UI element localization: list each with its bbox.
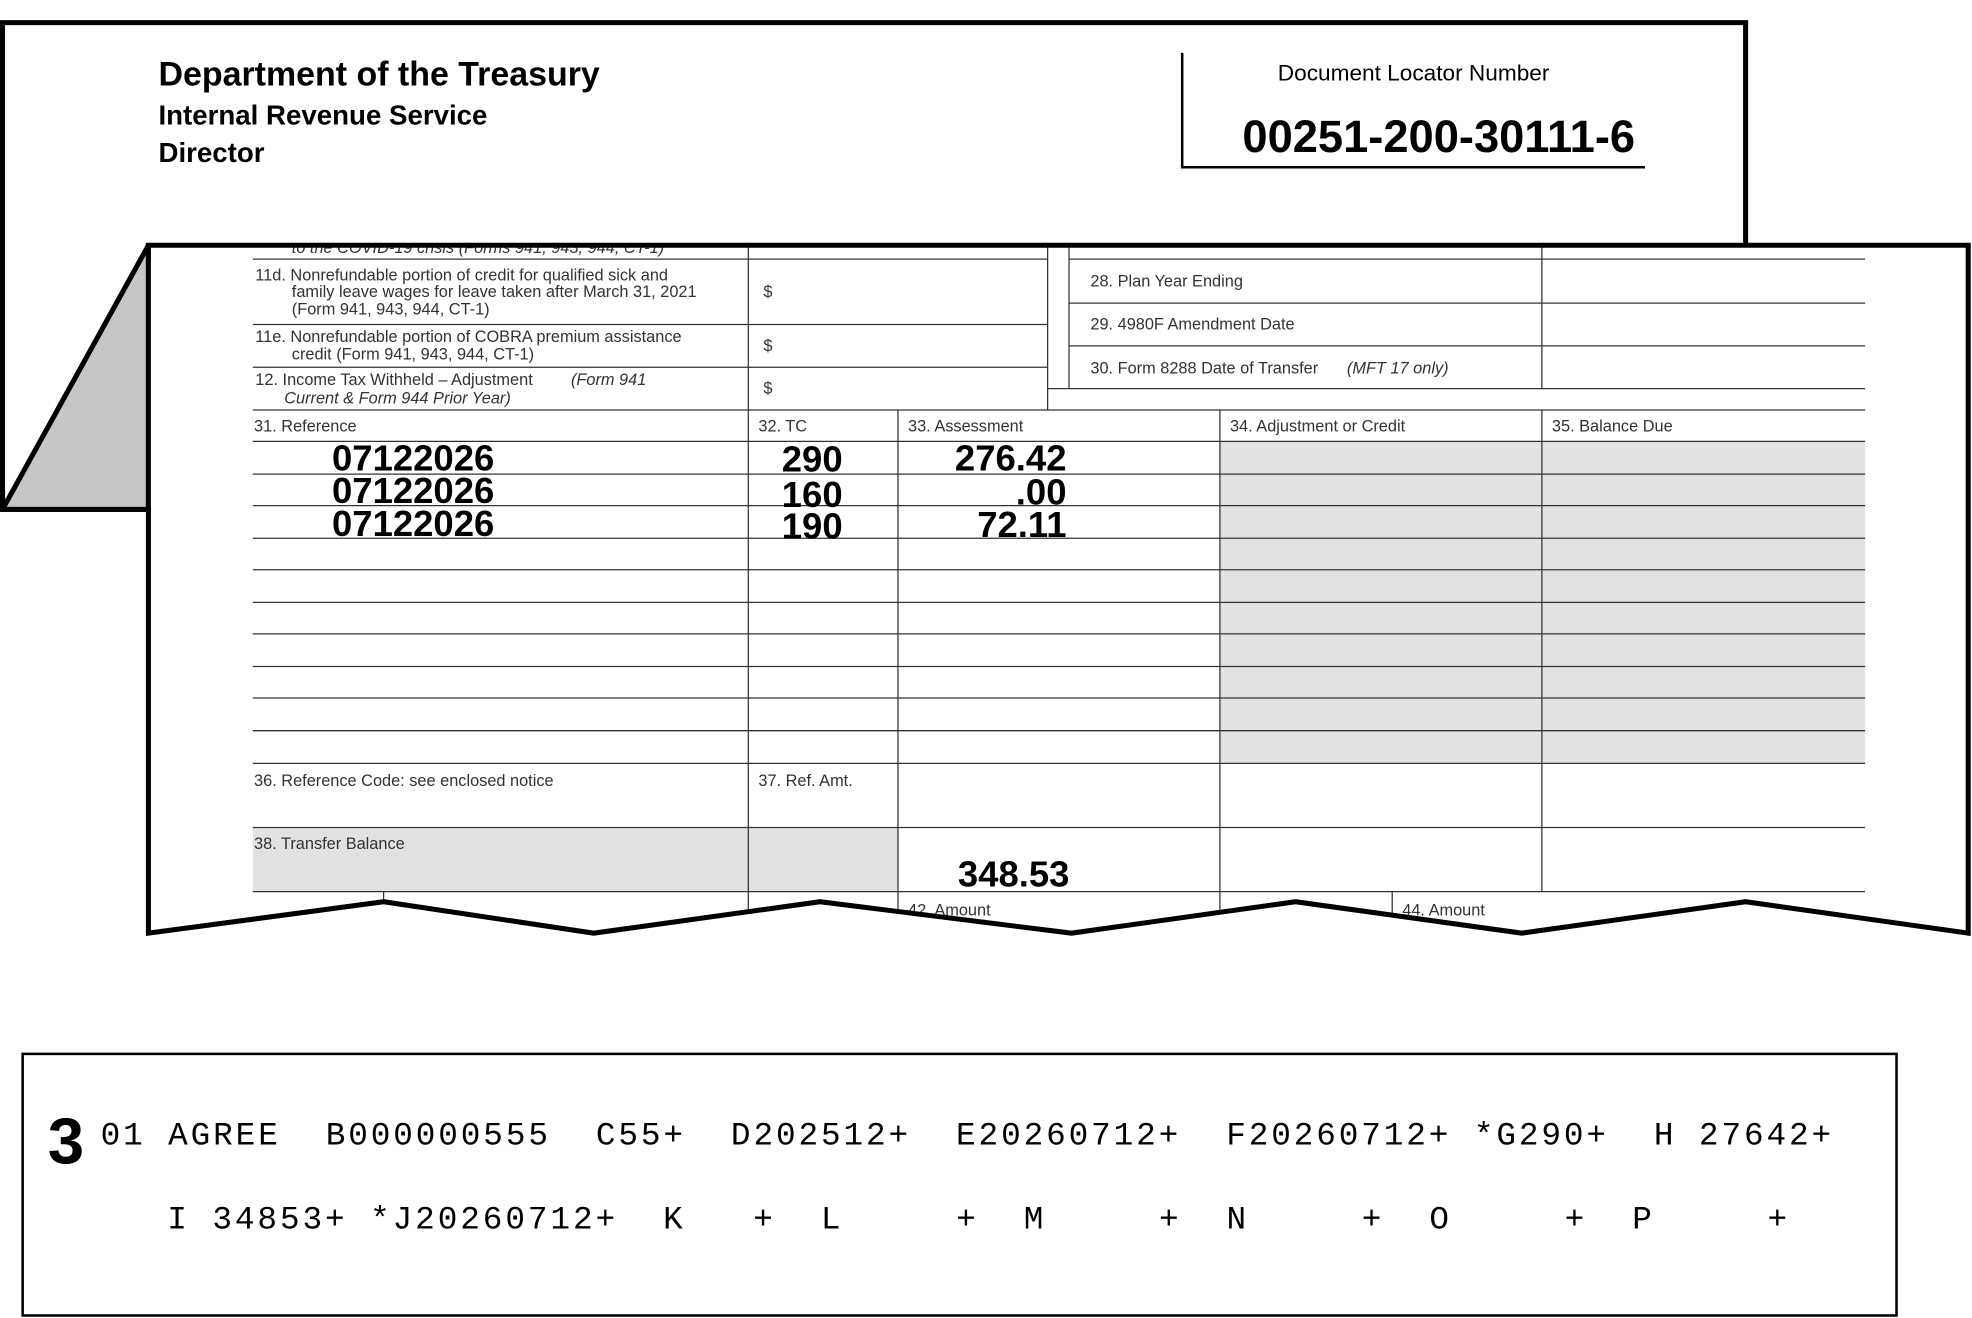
transfer-balance: 348.53: [958, 854, 1070, 895]
line-37: 37. Ref. Amt.: [758, 772, 852, 790]
line-11d: (Form 941, 943, 944, CT-1): [292, 300, 490, 318]
tc: 160: [782, 474, 843, 515]
dollar: $: [763, 380, 772, 398]
grid: [252, 245, 1866, 934]
dollar: $: [763, 337, 772, 355]
line-30: 30. Form 8288 Date of Transfer: [1090, 360, 1318, 378]
column-header: 34. Adjustment or Credit: [1230, 417, 1406, 435]
dln: 00251-200-30111-6: [1242, 111, 1635, 162]
scan-line: 01 AGREE B000000555 C55+ D202512+ E20260…: [101, 1117, 1832, 1154]
reference: 07122026: [332, 437, 494, 478]
column-header: 32. TC: [758, 417, 807, 435]
reference: 07122026: [332, 503, 494, 544]
assessment: 276.42: [955, 437, 1067, 478]
tc: 190: [782, 505, 843, 546]
line-11e: 11e. Nonrefundable portion of COBRA prem…: [255, 328, 681, 346]
line-29: 29. 4980F Amendment Date: [1090, 316, 1294, 334]
assessment: 72.11: [977, 504, 1066, 545]
column-header: 35. Balance Due: [1552, 417, 1673, 435]
shade: [252, 827, 898, 892]
scan-box: [21, 1052, 1898, 1317]
column-header: 31. Reference: [254, 417, 357, 435]
line-12: Current & Form 944 Prior Year): [284, 390, 511, 408]
line-38: 38. Transfer Balance: [254, 835, 405, 853]
line-36: 36. Reference Code: see enclosed notice: [254, 772, 554, 790]
office: Director: [158, 137, 264, 168]
assessment: .00: [1016, 471, 1067, 512]
form: to the COVID-19 crisis (Forms 941, 943, …: [252, 239, 1866, 934]
line-12: (Form 941: [571, 371, 646, 389]
scan-marker: 3: [48, 1104, 84, 1177]
line-11d: 11d. Nonrefundable portion of credit for…: [255, 266, 668, 284]
agency: Internal Revenue Service: [158, 100, 487, 131]
line-44: 44. Amount: [1402, 902, 1485, 920]
dollar: $: [763, 283, 772, 301]
cut-line: to the COVID-19 crisis (Forms 941, 943, …: [292, 239, 664, 257]
dln-label: Document Locator Number: [1278, 60, 1550, 85]
reference: 07122026: [332, 470, 494, 511]
tc: 290: [782, 439, 843, 480]
title: Department of the Treasury: [158, 56, 599, 94]
front-page-edge: [145, 242, 1971, 937]
line-28: 28. Plan Year Ending: [1090, 273, 1243, 291]
column-header: 33. Assessment: [908, 417, 1024, 435]
line-30: (MFT 17 only): [1347, 360, 1449, 378]
line-11d: family leave wages for leave taken after…: [292, 283, 697, 301]
dln-box: [1180, 52, 1645, 169]
line-11e: credit (Form 941, 943, 944, CT-1): [292, 346, 534, 364]
line-12: 12. Income Tax Withheld – Adjustment: [255, 371, 533, 389]
